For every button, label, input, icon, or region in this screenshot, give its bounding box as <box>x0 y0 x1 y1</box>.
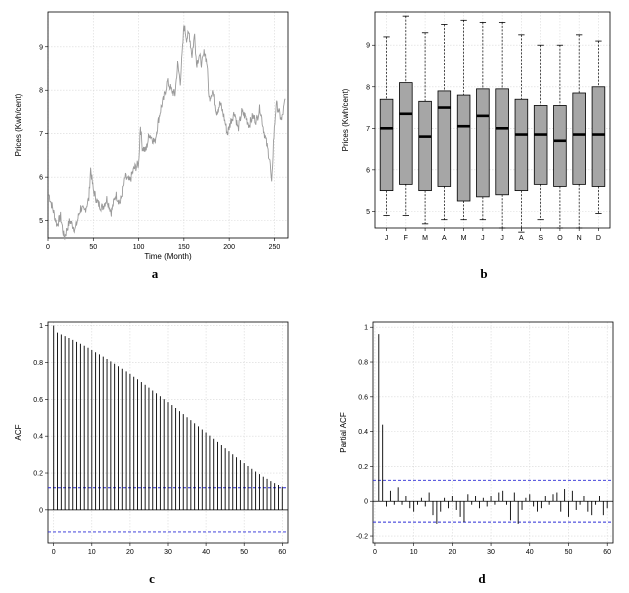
x-tick-label: D <box>596 235 601 242</box>
x-tick-label: 50 <box>89 244 97 251</box>
box-iqr <box>399 82 413 185</box>
x-tick-label: 0 <box>373 549 377 556</box>
y-tick-label: 0.6 <box>33 397 43 404</box>
box-F: F <box>399 15 413 242</box>
x-tick-label: 20 <box>448 549 456 556</box>
box-M: M <box>418 32 432 242</box>
y-tick-label: -0.2 <box>356 534 368 541</box>
x-tick-label: A <box>442 235 447 242</box>
y-tick-label: 6 <box>366 167 370 174</box>
box-J: J <box>495 21 509 242</box>
y-tick-label: 5 <box>366 209 370 216</box>
x-tick-label: 40 <box>202 549 210 556</box>
x-tick-label: O <box>557 235 563 242</box>
panel-a: 5 6 7 8 9 0 50 100 150 200 250 Prices (Kwh/cent) Tim… <box>14 11 289 281</box>
y-tick-label: 0 <box>364 499 368 506</box>
plot-frame <box>374 11 611 229</box>
box-O: O <box>553 44 567 242</box>
x-tick-label: 30 <box>164 549 172 556</box>
y-tick-label: 6 <box>39 175 43 182</box>
box-A: A <box>437 24 452 242</box>
x-tick-label: 200 <box>223 244 235 251</box>
y-tick-label: 0.2 <box>358 464 368 471</box>
x-tick-label: M <box>461 235 467 242</box>
y-tick-label: 8 <box>39 88 43 95</box>
x-tick-label: 0 <box>52 549 56 556</box>
y-axis-title: Prices (Kwh/cent) <box>14 93 23 156</box>
y-tick-label: 8 <box>366 84 370 91</box>
x-tick-label: M <box>422 235 428 242</box>
y-axis-title: ACF <box>14 424 23 440</box>
panel-label: a <box>152 266 159 281</box>
y-tick-label: 0.6 <box>358 394 368 401</box>
plot-frame <box>47 11 289 239</box>
x-tick-label: J <box>481 235 485 242</box>
y-tick-label: 5 <box>39 218 43 225</box>
panel-label: d <box>478 571 486 586</box>
y-tick-label: 9 <box>39 44 43 51</box>
x-tick-label: N <box>577 235 582 242</box>
y-tick-label: 1 <box>39 323 43 330</box>
y-tick-label: 7 <box>39 131 43 138</box>
x-tick-label: 60 <box>603 549 611 556</box>
x-tick-label: 60 <box>278 549 286 556</box>
y-axis-title: Partial ACF <box>339 412 348 453</box>
x-tick-label: 50 <box>565 549 573 556</box>
y-tick-label: 0.8 <box>358 360 368 367</box>
y-tick-label: 0.2 <box>33 471 43 478</box>
x-tick-label: 10 <box>410 549 418 556</box>
y-tick-label: 7 <box>366 126 370 133</box>
x-tick-label: F <box>404 235 408 242</box>
box-M: M <box>456 19 471 242</box>
series-line-prices <box>48 25 286 241</box>
box-iqr <box>533 105 548 185</box>
box-iqr <box>379 98 394 192</box>
x-tick-label: 10 <box>88 549 96 556</box>
x-axis-title: Time (Month) <box>144 252 192 261</box>
box-iqr <box>572 92 586 185</box>
y-tick-label: 0.4 <box>358 429 368 436</box>
box-iqr <box>591 86 606 187</box>
panel-b: 5 6 7 8 9 Prices (Kwh/cent) b J F M A M J J A S O N D <box>341 11 611 281</box>
plot-frame <box>372 321 614 544</box>
y-tick-label: 0.8 <box>33 360 43 367</box>
box-N: N <box>572 34 586 242</box>
x-tick-label: 0 <box>46 244 50 251</box>
box-iqr <box>553 105 567 187</box>
y-tick-label: 0.4 <box>33 434 43 441</box>
x-tick-label: 40 <box>526 549 534 556</box>
y-tick-label: 9 <box>366 43 370 50</box>
y-tick-label: 1 <box>364 325 368 332</box>
x-tick-label: A <box>519 235 524 242</box>
x-tick-label: 100 <box>133 244 145 251</box>
box-iqr <box>514 98 529 192</box>
box-J: J <box>476 21 490 242</box>
x-tick-label: S <box>538 235 543 242</box>
box-iqr <box>476 88 490 198</box>
x-tick-label: 20 <box>126 549 134 556</box>
box-S: S <box>533 44 548 242</box>
x-tick-label: 30 <box>487 549 495 556</box>
x-tick-label: J <box>500 235 504 242</box>
box-A: A <box>514 34 529 242</box>
box-D: D <box>591 40 606 242</box>
y-tick-label: 0 <box>39 507 43 514</box>
x-tick-label: 250 <box>269 244 281 251</box>
panel-label: c <box>149 571 155 586</box>
box-J: J <box>379 36 394 242</box>
panel-label: b <box>480 266 487 281</box>
box-iqr <box>456 94 471 202</box>
box-iqr <box>418 100 432 192</box>
y-axis-title: Prices (Kwh/cent) <box>341 88 350 151</box>
x-tick-label: J <box>385 235 389 242</box>
box-iqr <box>495 88 509 196</box>
x-tick-label: 50 <box>240 549 248 556</box>
x-tick-label: 150 <box>178 244 190 251</box>
box-iqr <box>437 90 452 187</box>
